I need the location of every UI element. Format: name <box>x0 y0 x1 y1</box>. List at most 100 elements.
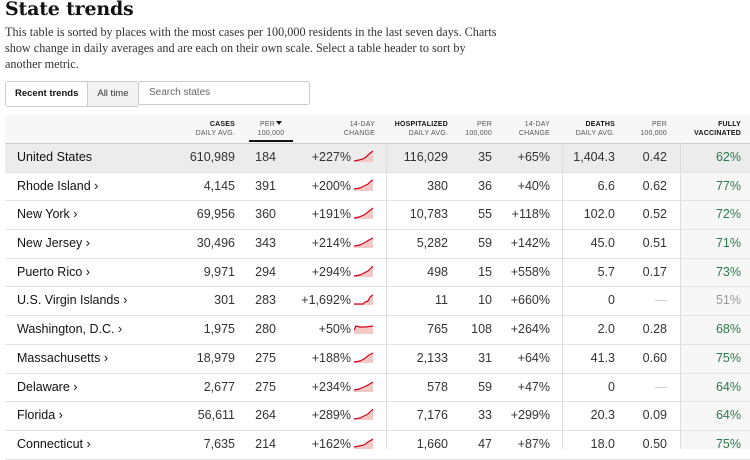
table-row[interactable]: Delaware › 2,677 275 +234% 578 59 +47% 0 — 64% <box>5 374 750 403</box>
table-row[interactable]: U.S. Virgin Islands › 301 283 +1,692% 11 10 +6… <box>5 287 750 317</box>
deaths-per-100k: 0.50 <box>642 436 667 451</box>
hospitalized-daily-avg: 1,660 <box>416 436 448 451</box>
hospitalized-daily-avg: 578 <box>427 379 448 394</box>
state-name: Florida › <box>17 408 63 423</box>
sort-desc-icon <box>276 121 282 125</box>
deaths-per-100k: 0.52 <box>642 207 667 222</box>
table-row[interactable]: Puerto Rico › 9,971 294 +294% 498 15 +558% 5.7 0… <box>5 259 750 288</box>
cases-per-100k: 283 <box>255 293 276 308</box>
cases-per-100k: 294 <box>255 264 276 279</box>
hospitalized-14-day-change: +264% <box>510 322 550 337</box>
deaths-daily-avg: 5.7 <box>597 264 615 279</box>
hospitalized-per-100k: 35 <box>478 150 492 164</box>
hospitalized-daily-avg: 7,176 <box>416 408 448 423</box>
search-input[interactable]: Search states <box>138 81 310 105</box>
trend-sparkline-icon <box>354 294 373 306</box>
deaths-daily-avg: 2.0 <box>597 322 615 337</box>
hospitalized-14-day-change: +65% <box>517 150 550 164</box>
hospitalized-per-100k: 15 <box>478 264 492 279</box>
header-cases-14-day-change[interactable]: 14-DAY CHANGE <box>343 121 375 137</box>
header-hospitalized[interactable]: HOSPITALIZED DAILY AVG. <box>394 121 448 137</box>
table-row[interactable]: Connecticut › 7,635 214 +162% 1,660 47 +87% 18.… <box>5 431 750 460</box>
cases-14-day-change: +234% <box>311 379 351 394</box>
table-row[interactable]: Florida › 56,611 264 +289% 7,176 33 +299% 20.3 0… <box>5 402 750 431</box>
state-name: Rhode Island › <box>17 178 99 193</box>
cases-per-100k: 184 <box>255 150 276 164</box>
table-row[interactable]: Rhode Island › 4,145 391 +200% 380 36 +40% 6.6 0… <box>5 173 750 202</box>
header-deaths-per-100k[interactable]: PER 100,000 <box>640 121 667 137</box>
cases-14-day-change: +191% <box>311 207 351 222</box>
hospitalized-daily-avg: 2,133 <box>416 350 448 365</box>
page-title: State trends <box>5 0 134 20</box>
table-row[interactable]: New Jersey › 30,496 343 +214% 5,282 59 +142% 45… <box>5 230 750 259</box>
deaths-per-100k: 0.60 <box>642 350 667 365</box>
column-divider <box>680 143 681 449</box>
state-name: Massachusetts › <box>17 350 109 365</box>
cases-daily-avg: 7,635 <box>203 436 235 451</box>
cases-14-day-change: +200% <box>311 178 351 193</box>
fully-vaccinated: 77% <box>715 178 741 193</box>
deaths-daily-avg: 0 <box>608 293 615 308</box>
hospitalized-14-day-change: +47% <box>517 379 550 394</box>
header-cases-per-100k[interactable]: PER 100,000 <box>249 120 293 142</box>
fully-vaccinated: 68% <box>715 322 741 337</box>
tab-all-time[interactable]: All time <box>88 82 138 106</box>
trend-sparkline-icon <box>354 150 373 162</box>
fully-vaccinated: 72% <box>715 207 741 222</box>
cases-14-day-change: +289% <box>311 408 351 423</box>
deaths-daily-avg: 41.3 <box>590 350 615 365</box>
header-fully-vaccinated[interactable]: FULLY VACCINATED <box>694 121 741 137</box>
table-row[interactable]: New York › 69,956 360 +191% 10,783 55 +118% 102… <box>5 201 750 231</box>
fully-vaccinated: 73% <box>715 264 741 279</box>
trend-sparkline-icon <box>354 325 373 335</box>
table-row[interactable]: United States 610,989 184 +227% 116,029 35 +65… <box>5 143 750 173</box>
hospitalized-14-day-change: +40% <box>517 178 550 193</box>
cases-daily-avg: 1,975 <box>203 322 235 337</box>
deaths-per-100k: 0.28 <box>642 322 667 337</box>
cases-14-day-change: +1,692% <box>301 293 351 308</box>
deaths-per-100k: 0.17 <box>642 264 667 279</box>
fully-vaccinated: 64% <box>715 408 741 423</box>
cases-daily-avg: 4,145 <box>203 178 235 193</box>
column-divider <box>386 143 387 449</box>
header-hospitalized-per-100k[interactable]: PER 100,000 <box>465 121 492 137</box>
view-tabs: Recent trends All time <box>5 81 139 107</box>
deaths-daily-avg: 45.0 <box>590 236 615 251</box>
deaths-daily-avg: 18.0 <box>590 436 615 451</box>
trend-sparkline-icon <box>354 380 373 392</box>
header-deaths[interactable]: DEATHS DAILY AVG. <box>575 121 615 137</box>
trend-sparkline-icon <box>354 237 373 249</box>
header-hospitalized-14-day-change[interactable]: 14-DAY CHANGE <box>518 121 550 137</box>
table-row[interactable]: Washington, D.C. › 1,975 280 +50% 765 108 +264… <box>5 316 750 345</box>
hospitalized-14-day-change: +64% <box>517 350 550 365</box>
hospitalized-per-100k: 36 <box>478 178 492 193</box>
hospitalized-per-100k: 108 <box>471 322 492 337</box>
cases-per-100k: 343 <box>255 236 276 251</box>
hospitalized-per-100k: 59 <box>478 236 492 251</box>
hospitalized-14-day-change: +142% <box>510 236 550 251</box>
cases-14-day-change: +162% <box>311 436 351 451</box>
cases-14-day-change: +227% <box>311 150 351 164</box>
hospitalized-daily-avg: 498 <box>427 264 448 279</box>
trend-sparkline-icon <box>354 408 373 421</box>
page-description: This table is sorted by places with the … <box>5 25 497 71</box>
deaths-daily-avg: 102.0 <box>583 207 615 222</box>
cases-per-100k: 280 <box>255 322 276 337</box>
trend-sparkline-icon <box>354 207 373 220</box>
tab-recent-trends[interactable]: Recent trends <box>6 82 89 106</box>
header-cases[interactable]: CASES DAILY AVG. <box>195 121 235 137</box>
cases-daily-avg: 301 <box>214 293 235 308</box>
table-row[interactable]: Massachusetts › 18,979 275 +188% 2,133 31 +64%… <box>5 345 750 374</box>
hospitalized-daily-avg: 380 <box>427 178 448 193</box>
trend-sparkline-icon <box>354 265 373 277</box>
cases-per-100k: 275 <box>255 379 276 394</box>
cases-daily-avg: 30,496 <box>196 236 235 251</box>
cases-daily-avg: 9,971 <box>203 264 235 279</box>
state-name: United States <box>17 150 93 164</box>
cases-per-100k: 360 <box>255 207 276 222</box>
hospitalized-per-100k: 55 <box>478 207 492 222</box>
cases-per-100k: 391 <box>255 178 276 193</box>
hospitalized-per-100k: 10 <box>478 293 492 308</box>
table-header: CASES DAILY AVG. PER 100,000 14-DAY CHANGE … <box>5 115 750 143</box>
hospitalized-14-day-change: +118% <box>511 207 550 222</box>
